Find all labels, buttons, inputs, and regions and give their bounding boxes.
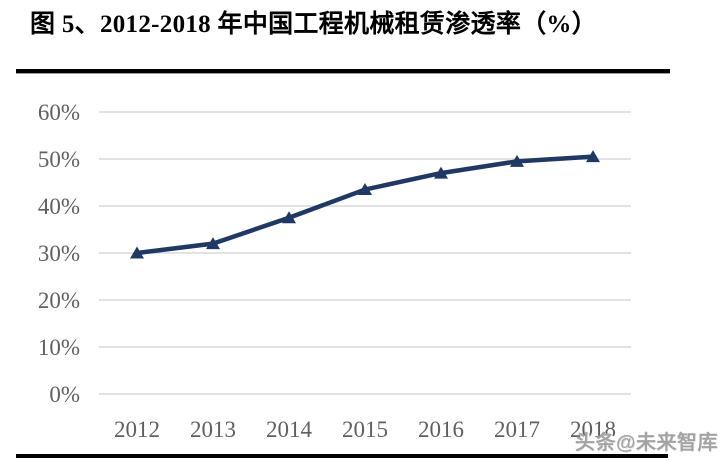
y-axis-tick-label: 20% [38,288,80,313]
x-axis-tick-label: 2014 [266,417,313,442]
data-point-marker [434,166,448,179]
data-point-marker [358,183,372,196]
title-divider-line [16,69,670,74]
x-axis-tick-label: 2017 [494,417,540,442]
x-axis-tick-label: 2013 [190,417,236,442]
x-axis-tick-label: 2015 [342,417,388,442]
y-axis-tick-label: 50% [38,147,80,172]
data-point-marker [282,211,296,224]
data-point-marker [206,237,220,250]
y-axis-tick-label: 60% [38,100,80,125]
x-axis-tick-label: 2018 [570,417,616,442]
data-point-marker [130,246,144,259]
y-axis-tick-label: 0% [49,382,80,407]
penetration-line-chart: 0% 10% 20% 30% 40% 50% 60% 2012 2013 2014 2015 2016… [16,74,670,452]
line-chart-canvas: 0% 10% 20% 30% 40% 50% 60% 2012 2013 2014 2015 2016… [38,100,631,442]
data-point-marker [510,154,524,167]
figure-bottom-border [16,454,668,458]
x-axis-tick-label: 2012 [114,417,160,442]
data-series-line [136,154,594,256]
y-axis-tick-label: 30% [38,241,80,266]
y-axis-tick-label: 10% [38,335,80,360]
data-point-marker [586,150,600,163]
x-axis-tick-label: 2016 [418,417,464,442]
figure-title: 图 5、2012-2018 年中国工程机械租赁渗透率（%） [30,11,598,38]
y-axis-tick-label: 40% [38,194,80,219]
toutiao-watermark: 头条@未来智库 [575,432,719,454]
